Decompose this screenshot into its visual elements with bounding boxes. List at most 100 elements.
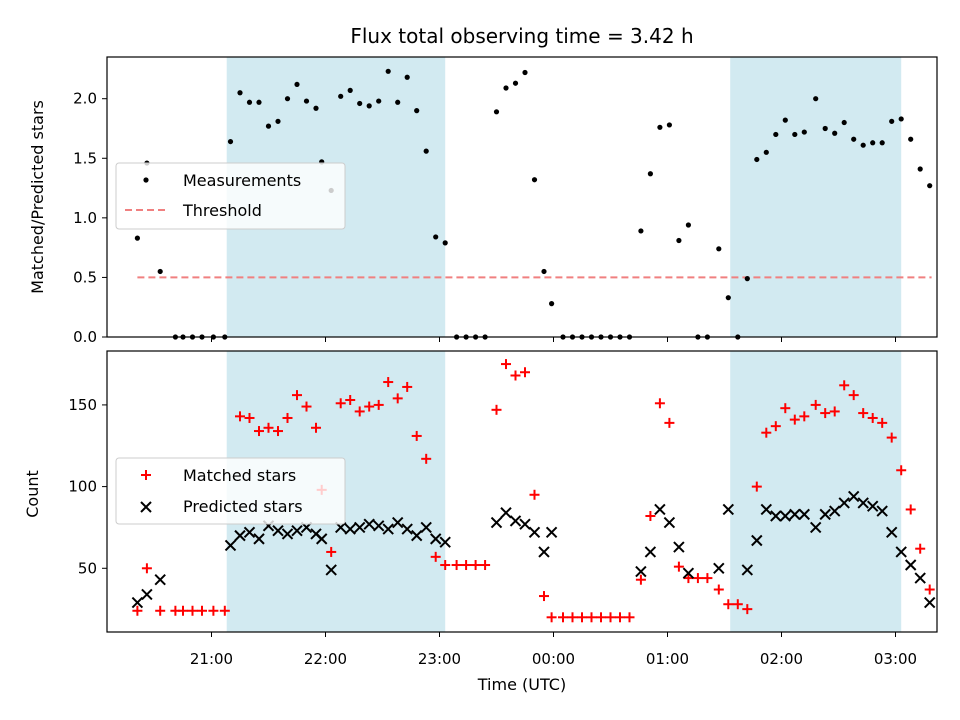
cross-stroke (140, 501, 152, 513)
measurement-point (666, 122, 673, 128)
predicted-star-point (243, 526, 256, 539)
cross-stroke (429, 533, 442, 545)
bottom-y-ticks: 50 100 150 (68, 396, 107, 577)
cross-stroke (722, 503, 735, 516)
measurement-point (889, 118, 895, 124)
measurement-point (284, 96, 291, 102)
matched-star-point (586, 612, 597, 623)
predicted-star-point (538, 546, 550, 558)
predicted-star-point (272, 525, 284, 537)
matched-star-point (311, 422, 321, 433)
predicted-star-point (291, 525, 303, 537)
bottom-legend: Matched stars Predicted stars (115, 457, 346, 525)
measurement-point (870, 140, 876, 146)
predicted-star-point (770, 510, 782, 522)
matched-stars-series (132, 359, 935, 623)
legend-plus (141, 470, 151, 480)
measurement-point (638, 228, 644, 234)
predicted-star-point (673, 541, 685, 553)
measurement-point (303, 98, 310, 104)
cross-stroke (923, 596, 936, 609)
matched-star-point (692, 573, 703, 584)
matched-star-point (539, 591, 549, 602)
matched-star-point (155, 605, 166, 616)
cross-stroke (141, 588, 153, 601)
predicted-star-point (876, 505, 888, 517)
matched-star-point (780, 403, 791, 414)
measurement-point (879, 140, 885, 146)
cross-stroke (363, 518, 375, 530)
measurement-point (157, 268, 163, 275)
predicted-star-point (904, 559, 917, 571)
matched-star-point (440, 560, 451, 571)
measurement-point (676, 237, 682, 244)
measurement-point (275, 118, 281, 124)
predicted-star-point (154, 574, 166, 586)
predicted-star-point (500, 507, 512, 519)
legend-measurements-label: Measurements (183, 171, 301, 190)
cross-stroke (315, 533, 328, 545)
cross-stroke (310, 528, 322, 540)
legend-threshold-label: Threshold (182, 201, 262, 220)
matched-star-point (461, 560, 472, 571)
predicted-star-point (635, 565, 647, 578)
matched-star-point (839, 380, 850, 391)
cross-stroke (635, 565, 647, 578)
legend-matched-label: Matched stars (183, 466, 296, 485)
matched-star-point (208, 605, 219, 616)
cross-stroke (866, 500, 879, 512)
measurement-point (134, 235, 140, 241)
cross-stroke (904, 559, 917, 571)
measurements-series (134, 68, 933, 340)
measurement-point (442, 240, 448, 246)
cross-stroke (885, 526, 898, 539)
measurement-point (908, 136, 914, 142)
measurement-point (541, 268, 547, 275)
predicted-star-point (722, 503, 735, 516)
matched-star-point (354, 406, 365, 417)
cross-stroke (519, 518, 531, 530)
cross-stroke (770, 510, 782, 522)
matched-star-point (829, 406, 840, 417)
predicted-star-point (789, 508, 801, 521)
matched-star-point (820, 408, 831, 419)
predicted-star-point (545, 526, 558, 539)
cross-stroke (272, 525, 284, 537)
matched-star-point (558, 612, 568, 623)
y-tick-label: 0.0 (73, 328, 97, 346)
cross-stroke (809, 521, 822, 534)
matched-star-point (326, 546, 337, 557)
predicted-star-point (519, 518, 531, 530)
cross-stroke (439, 536, 451, 548)
matched-star-point (751, 481, 762, 492)
predicted-star-point (828, 505, 841, 517)
matched-star-point (624, 612, 635, 623)
bottom-panel: 21:00 22:00 23:00 00:00 01:00 02:00 03:00 50 10… (23, 350, 938, 694)
predicted-star-point (751, 534, 763, 547)
cross-stroke (760, 503, 773, 516)
cross-stroke (528, 526, 541, 539)
measurement-point (860, 142, 866, 148)
matched-star-point (577, 612, 587, 623)
matched-star-point (197, 605, 207, 616)
measurement-point (763, 149, 769, 155)
predicted-star-point (682, 567, 695, 579)
matched-star-point (664, 417, 675, 428)
cross-stroke (253, 533, 265, 545)
cross-stroke (876, 505, 888, 517)
cross-stroke (895, 546, 907, 558)
measurement-point (549, 301, 555, 307)
measurement-point (657, 124, 663, 130)
cross-stroke (391, 516, 404, 529)
matched-star-point (858, 408, 869, 419)
matched-star-point (141, 563, 152, 574)
predicted-star-point (741, 564, 754, 576)
cross-stroke (857, 497, 869, 509)
cross-stroke (334, 521, 347, 534)
measurement-point (512, 80, 519, 86)
predicted-star-point (410, 529, 423, 542)
measurement-point (246, 99, 253, 105)
cross-stroke (751, 534, 763, 547)
y-tick-label: 100 (68, 478, 97, 496)
bottom-x-ticks: 21:00 22:00 23:00 00:00 01:00 02:00 03:00 (190, 632, 917, 668)
